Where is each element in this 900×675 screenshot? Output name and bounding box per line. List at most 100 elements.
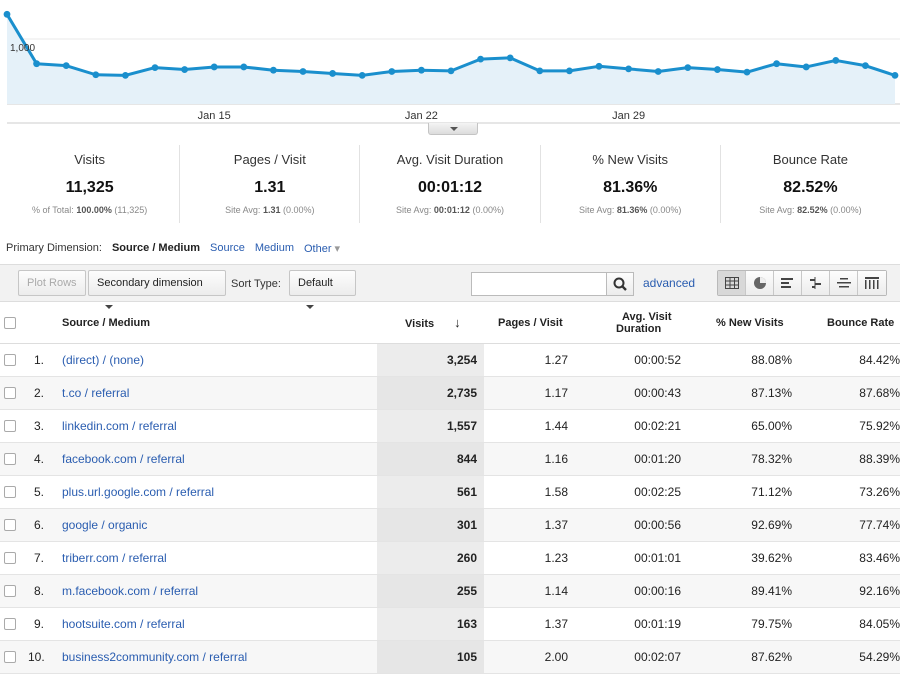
bounce-rate-cell: 92.16% <box>800 574 900 608</box>
avg-visit-duration-header-label-2: Duration <box>616 322 662 335</box>
data-point <box>210 63 218 71</box>
scorecard[interactable]: Bounce Rate 82.52% Site Avg: 82.52% (0.00%… <box>721 145 900 223</box>
row-index: 4. <box>28 442 54 476</box>
data-point <box>506 54 514 62</box>
avg-visit-duration-cell: 00:01:20 <box>590 442 695 476</box>
source-medium-link[interactable]: facebook.com / referral <box>54 442 377 476</box>
row-checkbox[interactable] <box>4 651 16 664</box>
scorecard[interactable]: Visits 11,325 % of Total: 100.00% (11,325) <box>0 145 181 223</box>
row-checkbox[interactable] <box>4 486 16 499</box>
sort-type-dropdown[interactable]: Default <box>289 270 356 310</box>
visits-cell: 1,557 <box>377 409 484 443</box>
table-toolbar: Plot Rows Secondary dimension Sort Type:… <box>0 264 900 310</box>
pages-visit-cell: 1.27 <box>484 343 590 377</box>
search-icon <box>613 277 627 291</box>
row-index: 6. <box>28 508 54 542</box>
row-index: 7. <box>28 541 54 575</box>
scorecard-label: Bounce Rate <box>772 152 848 167</box>
scorecard-sub-prefix: Site Avg: <box>578 205 615 215</box>
scorecard[interactable]: % New Visits 81.36% Site Avg: 81.36% (0.00… <box>541 145 721 223</box>
pages-visit-cell: 1.58 <box>484 475 590 509</box>
scorecard-sub-value: 1.31 <box>262 205 281 215</box>
column-header-new-visits[interactable]: % New Visits <box>695 303 800 344</box>
primary-dimension-label: Primary Dimension: <box>6 242 102 254</box>
visits-cell: 163 <box>377 607 484 641</box>
term-cloud-view-button[interactable] <box>830 271 858 295</box>
source-medium-link[interactable]: (direct) / (none) <box>54 343 377 377</box>
new-visits-cell: 87.13% <box>695 376 800 410</box>
new-visits-cell: 79.75% <box>695 607 800 641</box>
data-view-button[interactable] <box>718 271 746 295</box>
dimension-source[interactable]: Source <box>210 242 245 254</box>
collapse-chart-tab[interactable] <box>428 123 478 135</box>
source-medium-link[interactable]: google / organic <box>54 508 377 542</box>
row-checkbox[interactable] <box>4 453 16 466</box>
column-header-avg-visit-duration[interactable]: Avg. Visit Duration <box>590 303 695 344</box>
column-header-bounce-rate[interactable]: Bounce Rate <box>800 303 900 344</box>
pie-chart-icon <box>753 277 766 289</box>
table-search-input[interactable] <box>471 272 607 296</box>
dimension-medium[interactable]: Medium <box>254 242 294 254</box>
scorecard[interactable]: Avg. Visit Duration 00:01:12 Site Avg: 00:… <box>360 145 541 223</box>
row-select-cell <box>0 508 28 542</box>
percentage-view-button[interactable] <box>746 271 774 295</box>
new-visits-cell: 65.00% <box>695 409 800 443</box>
column-header-pages-visit[interactable]: Pages / Visit <box>484 303 590 344</box>
select-all-checkbox[interactable] <box>4 316 16 329</box>
pages-visit-cell: 2.00 <box>484 640 590 674</box>
dimension-other-dropdown[interactable]: Other <box>304 242 340 255</box>
row-select-cell <box>0 574 28 608</box>
source-medium-link[interactable]: business2community.com / referral <box>54 640 377 674</box>
source-medium-link[interactable]: t.co / referral <box>54 376 377 410</box>
scorecard-label: % New Visits <box>592 152 669 167</box>
row-checkbox[interactable] <box>4 519 16 532</box>
row-checkbox[interactable] <box>4 552 16 565</box>
table-view-switcher <box>717 270 887 296</box>
source-medium-link[interactable]: m.facebook.com / referral <box>54 574 377 608</box>
row-select-cell <box>0 607 28 641</box>
scorecard-sub-suffix: (0.00%) <box>472 205 504 215</box>
column-header-source-medium[interactable]: Source / Medium <box>54 303 377 344</box>
row-checkbox[interactable] <box>4 387 16 400</box>
visits-header-label: Visits <box>405 318 435 331</box>
secondary-dimension-dropdown[interactable]: Secondary dimension <box>88 270 226 310</box>
source-medium-link[interactable]: plus.url.google.com / referral <box>54 475 377 509</box>
comparison-view-button[interactable] <box>802 271 830 295</box>
row-checkbox[interactable] <box>4 618 16 631</box>
row-checkbox[interactable] <box>4 585 16 598</box>
data-point <box>832 57 840 64</box>
bounce-rate-cell: 75.92% <box>800 409 900 443</box>
table-row: 5. plus.url.google.com / referral 561 1.58 0… <box>0 475 900 509</box>
pivot-view-button[interactable] <box>858 271 886 295</box>
row-checkbox[interactable] <box>4 420 16 433</box>
table-row: 9. hootsuite.com / referral 163 1.37 00:01:1… <box>0 607 900 641</box>
advanced-filter-link[interactable]: advanced <box>643 276 696 290</box>
source-medium-link[interactable]: triberr.com / referral <box>54 541 377 575</box>
scorecard-sub-suffix: (0.00%) <box>649 205 682 215</box>
row-index: 2. <box>28 376 54 410</box>
data-point <box>684 64 692 71</box>
plot-rows-button[interactable]: Plot Rows <box>18 270 86 296</box>
search-button[interactable] <box>606 272 634 296</box>
data-point <box>536 67 544 75</box>
scorecard-label: Visits <box>74 152 106 167</box>
row-select-cell <box>0 376 28 410</box>
bounce-rate-cell: 77.74% <box>800 508 900 542</box>
data-point <box>477 55 484 63</box>
row-select-cell <box>0 343 28 377</box>
row-checkbox[interactable] <box>4 354 16 367</box>
x-tick-label: Jan 22 <box>405 110 438 122</box>
bounce-rate-cell: 84.42% <box>800 343 900 377</box>
data-point <box>151 64 159 71</box>
avg-visit-duration-cell: 00:00:56 <box>590 508 695 542</box>
scorecard[interactable]: Pages / Visit 1.31 Site Avg: 1.31 (0.00%) <box>180 145 361 223</box>
avg-visit-duration-cell: 00:01:19 <box>590 607 695 641</box>
source-medium-link[interactable]: linkedin.com / referral <box>54 409 377 443</box>
column-header-visits[interactable]: Visits ↓ <box>377 303 484 344</box>
performance-view-button[interactable] <box>774 271 802 295</box>
visits-cell: 260 <box>377 541 484 575</box>
table-row: 4. facebook.com / referral 844 1.16 00:01:20… <box>0 442 900 476</box>
bounce-rate-cell: 88.39% <box>800 442 900 476</box>
select-all-cell <box>0 303 28 344</box>
source-medium-link[interactable]: hootsuite.com / referral <box>54 607 377 641</box>
